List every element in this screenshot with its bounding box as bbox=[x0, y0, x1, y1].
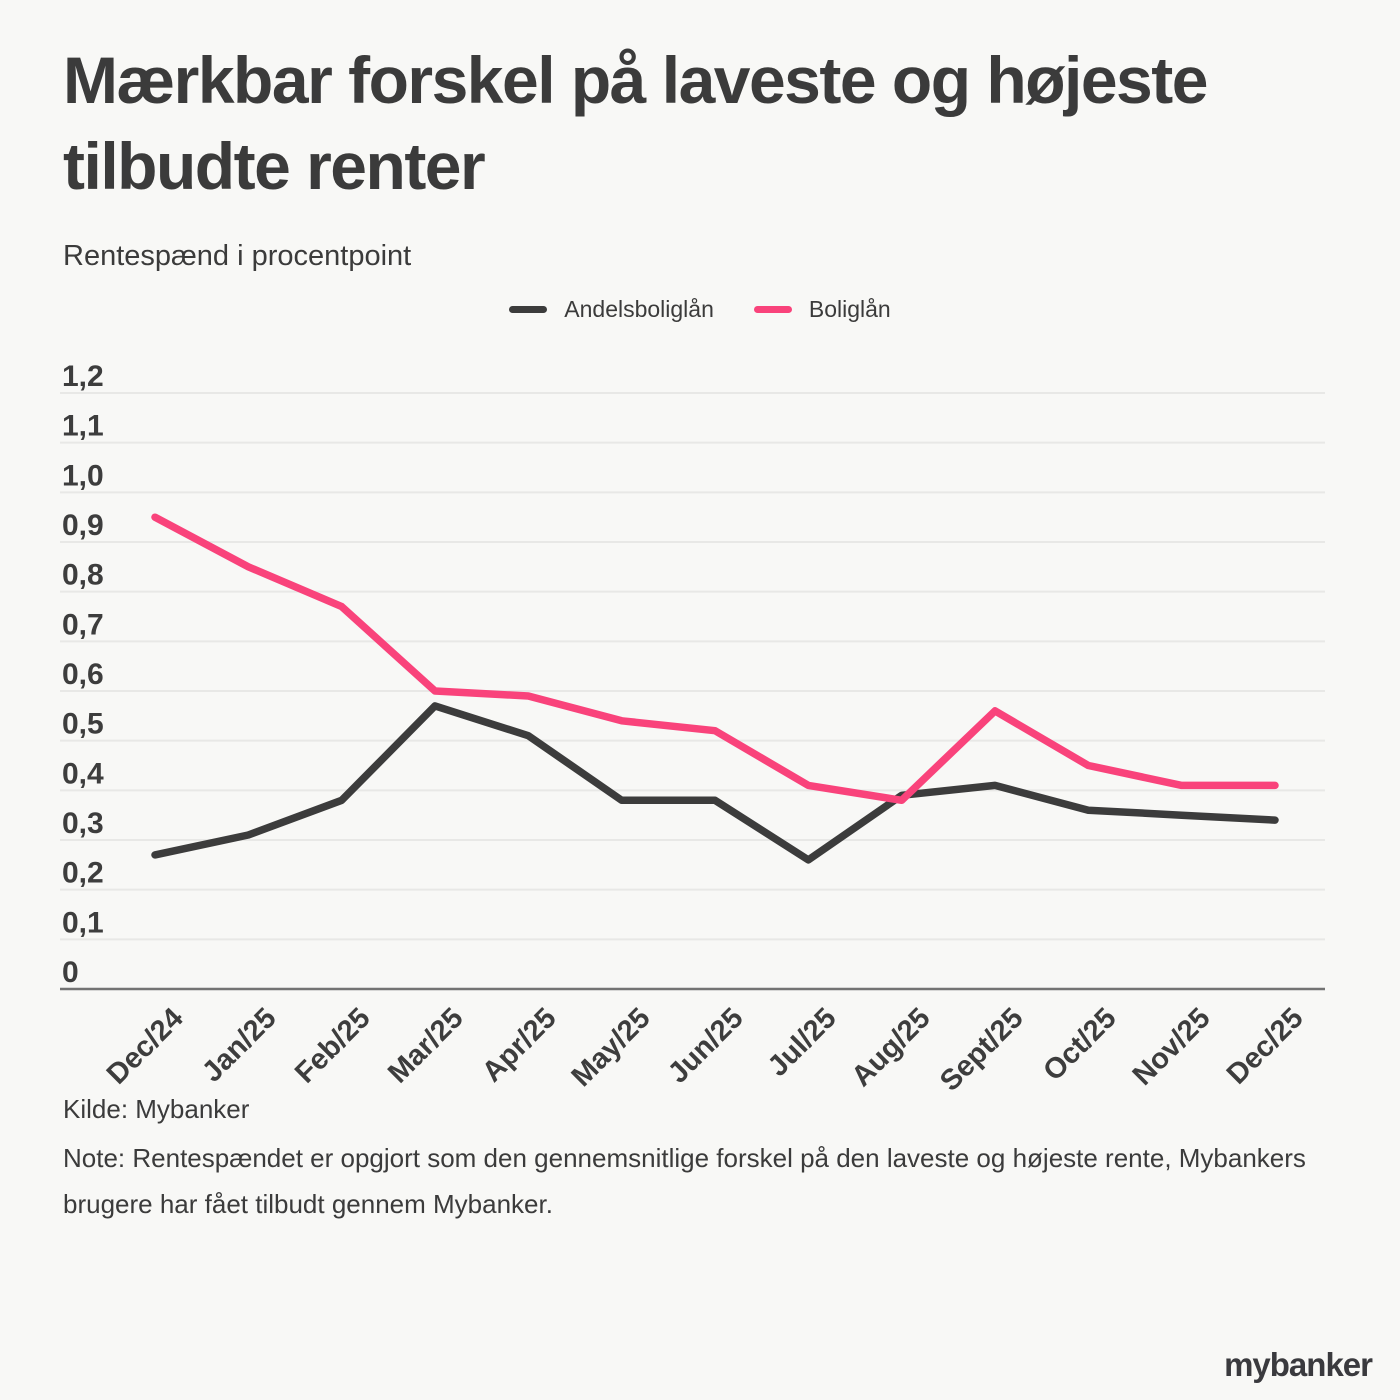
x-tick-label: Apr/25 bbox=[476, 1002, 563, 1089]
y-tick-label: 0,6 bbox=[62, 658, 104, 691]
line-chart: 0 0,1 0,2 0,3 0,4 0,5 0,6 0,7 0,8 0,9 1,0 1,1 1,2 bbox=[60, 360, 1325, 991]
legend-label-boliglan: Boliglån bbox=[808, 296, 891, 322]
legend-item-andelsboliglan: Andelsboliglån bbox=[509, 296, 714, 323]
legend-swatch-andelsboliglan bbox=[509, 306, 548, 313]
y-tick-label: 0,3 bbox=[62, 807, 104, 840]
x-tick-label: Mar/25 bbox=[382, 1002, 470, 1090]
x-tick-label: Sept/25 bbox=[934, 1002, 1030, 1098]
x-tick-label: Jul/25 bbox=[762, 1002, 843, 1083]
y-tick-label: 0,8 bbox=[62, 559, 104, 592]
x-tick-label: Aug/25 bbox=[845, 1002, 937, 1093]
x-tick-label: Jun/25 bbox=[662, 1002, 750, 1090]
x-tick-label: Nov/25 bbox=[1126, 1002, 1217, 1092]
y-tick-label: 0,9 bbox=[62, 509, 104, 542]
y-tick-label: 1,1 bbox=[62, 410, 104, 443]
chart-subtitle: Rentespænd i procentpoint bbox=[63, 240, 412, 272]
x-tick-label: May/25 bbox=[565, 1002, 657, 1094]
x-tick-label: Dec/25 bbox=[1220, 1002, 1310, 1091]
mybanker-logo: mybanker bbox=[1224, 1346, 1373, 1383]
source-text: Kilde: Mybanker bbox=[63, 1094, 250, 1124]
legend: Andelsboliglån Boliglån bbox=[0, 296, 1400, 323]
y-tick-label: 1,0 bbox=[62, 459, 104, 492]
y-tick-label: 0,4 bbox=[62, 757, 104, 790]
legend-item-boliglan: Boliglån bbox=[753, 296, 891, 323]
x-tick-label: Feb/25 bbox=[288, 1002, 377, 1090]
legend-swatch-boliglan bbox=[753, 306, 792, 313]
y-tick-label: 0 bbox=[62, 956, 79, 989]
y-tick-label: 0,1 bbox=[62, 906, 104, 939]
y-tick-label: 0,7 bbox=[62, 608, 104, 641]
x-tick-label: Oct/25 bbox=[1037, 1002, 1123, 1088]
legend-label-andelsboliglan: Andelsboliglån bbox=[564, 296, 714, 322]
y-tick-label: 0,2 bbox=[62, 857, 104, 890]
series-line-andelsboligln bbox=[151, 702, 1279, 864]
page-title: Mærkbar forskel på laveste og højeste ti… bbox=[63, 43, 1208, 203]
y-tick-label: 0,5 bbox=[62, 708, 104, 741]
y-tick-label: 1,2 bbox=[62, 360, 104, 393]
note-text: Note: Rentespændet er opgjort som den ge… bbox=[63, 1143, 1306, 1219]
series-line-boligln bbox=[151, 513, 1279, 805]
